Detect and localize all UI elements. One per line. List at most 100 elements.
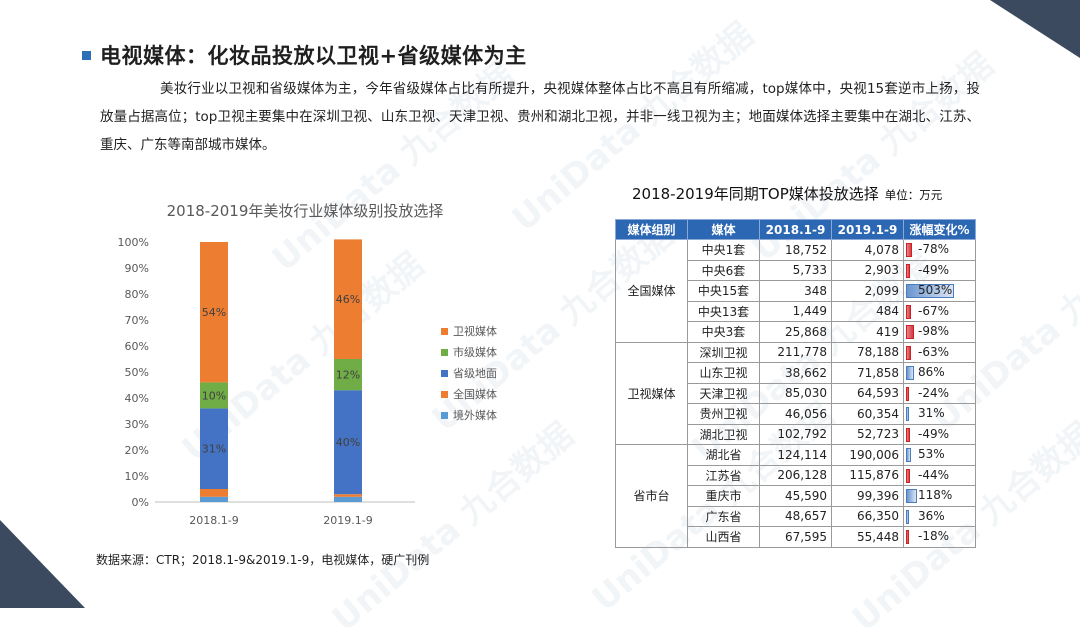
table-row: 中央13套 1,449 484 -67% (616, 300, 976, 322)
table-header-cell: 媒体组别 (615, 219, 688, 240)
y-tick-label: 50% (125, 366, 149, 379)
y-tick-label: 100% (118, 236, 149, 249)
change-value-text: -98% (918, 324, 950, 338)
change-data-bar (906, 345, 912, 360)
change-cell: -98% (903, 321, 976, 343)
bar-segment-省级地面 (334, 390, 362, 495)
value-2018-cell: 48,657 (759, 505, 832, 527)
bar-segment-市级媒体 (334, 359, 362, 391)
y-tick-label: 70% (125, 314, 149, 327)
media-name-cell: 中央1套 (687, 239, 760, 261)
chart-title: 2018-2019年美妆行业媒体级别投放选择 (167, 202, 444, 220)
change-data-bar (906, 386, 909, 401)
legend-label: 境外媒体 (453, 408, 497, 422)
legend-swatch (441, 349, 448, 356)
table-header-cell: 媒体 (687, 219, 760, 240)
change-cell: 31% (903, 403, 976, 425)
value-2019-cell: 78,188 (831, 341, 904, 363)
value-2018-cell: 46,056 (759, 403, 832, 425)
value-2018-cell: 1,449 (759, 300, 832, 322)
change-cell: -67% (903, 300, 976, 322)
corner-decoration-top-right (990, 0, 1080, 58)
y-tick-label: 80% (125, 288, 149, 301)
value-2019-cell: 115,876 (831, 464, 904, 486)
table-header-cell: 2018.1-9 (759, 219, 832, 240)
y-tick-label: 20% (125, 444, 149, 457)
y-tick-label: 40% (125, 392, 149, 405)
change-cell: -49% (903, 423, 976, 445)
change-value-text: 503% (918, 283, 953, 297)
legend-label: 全国媒体 (453, 387, 497, 401)
legend-swatch (441, 391, 448, 398)
legend-swatch (441, 412, 448, 419)
top-media-table: 媒体组别 媒体 2018.1-9 2019.1-9 涨幅变化% 全国媒体 中央1套 18,7… (615, 219, 976, 548)
y-tick-label: 10% (125, 470, 149, 483)
change-data-bar (906, 263, 910, 278)
change-value-text: -24% (918, 385, 950, 400)
change-cell: 118% (903, 485, 976, 507)
media-name-cell: 山西省 (687, 526, 760, 548)
change-data-bar (906, 304, 912, 319)
value-2018-cell: 5,733 (759, 259, 832, 281)
data-label: 31% (202, 443, 226, 456)
change-data-bar (906, 284, 954, 298)
media-group-cell: 卫视媒体 (615, 341, 688, 445)
y-tick-label: 90% (125, 262, 149, 275)
value-2018-cell: 206,128 (759, 464, 832, 486)
change-cell: -78% (903, 239, 976, 261)
change-data-bar (906, 407, 909, 421)
value-2019-cell: 2,903 (831, 259, 904, 281)
table-row: 卫视媒体 深圳卫视 211,778 78,188 -63% (615, 341, 976, 445)
value-2019-cell: 99,396 (831, 485, 904, 507)
change-data-bar (906, 448, 912, 462)
change-value-text: -49% (918, 262, 950, 277)
legend-swatch (441, 370, 448, 377)
value-2018-cell: 18,752 (759, 239, 832, 261)
table-unit: 单位：万元 (884, 188, 943, 202)
page-header: 电视媒体：化妆品投放以卫视+省级媒体为主 (82, 40, 527, 70)
value-2019-cell: 2,099 (831, 280, 904, 302)
media-name-cell: 中央13套 (687, 300, 760, 322)
x-tick-label: 2019.1-9 (323, 514, 372, 527)
change-cell: 86% (903, 362, 976, 384)
change-value-text: 53% (918, 447, 945, 461)
title-bullet-icon (82, 50, 91, 60)
legend-label: 卫视媒体 (453, 324, 497, 338)
media-group-cell: 省市台 (615, 444, 688, 548)
media-name-cell: 贵州卫视 (687, 403, 760, 425)
table-header-row: 媒体组别 媒体 2018.1-9 2019.1-9 涨幅变化% (615, 219, 976, 240)
table-header-cell: 涨幅变化% (903, 219, 976, 240)
bar-segment-境外媒体 (200, 496, 228, 502)
value-2019-cell: 52,723 (831, 423, 904, 445)
change-value-text: -44% (918, 467, 950, 482)
intro-paragraph: 美妆行业以卫视和省级媒体为主，今年省级媒体占比有所提升，央视媒体整体占比不高且有… (100, 81, 980, 153)
table-row: 全国媒体 中央1套 18,752 4,078 -78% (615, 239, 976, 343)
y-tick-label: 60% (125, 340, 149, 353)
value-2018-cell: 25,868 (759, 321, 832, 343)
change-value-text: -78% (918, 242, 950, 256)
value-2019-cell: 484 (831, 300, 904, 322)
value-2019-cell: 419 (831, 321, 904, 343)
change-cell: -44% (903, 464, 976, 486)
change-data-bar (906, 489, 918, 503)
value-2019-cell: 190,006 (831, 444, 904, 466)
value-2019-cell: 55,448 (831, 526, 904, 548)
change-value-text: 118% (918, 488, 953, 502)
table-title: 2018-2019年同期TOP媒体投放选择 单位：万元 (632, 183, 942, 204)
media-name-cell: 深圳卫视 (687, 341, 760, 363)
media-name-cell: 天津卫视 (687, 382, 760, 404)
table-row: 省市台 湖北省 124,114 190,006 53% (615, 444, 976, 548)
change-data-bar (906, 366, 915, 380)
media-name-cell: 中央6套 (687, 259, 760, 281)
value-2018-cell: 211,778 (759, 341, 832, 363)
change-cell: 36% (903, 505, 976, 527)
legend-label: 省级地面 (453, 367, 497, 380)
change-value-text: 86% (918, 365, 945, 379)
change-data-bar (906, 243, 913, 257)
media-name-cell: 山东卫视 (687, 362, 760, 384)
table-row: 中央3套 25,868 419 -98% (616, 321, 976, 343)
y-tick-label: 0% (132, 496, 149, 509)
change-value-text: -18% (918, 529, 950, 543)
media-group-cell: 全国媒体 (615, 239, 688, 343)
legend-label: 市级媒体 (453, 345, 497, 359)
